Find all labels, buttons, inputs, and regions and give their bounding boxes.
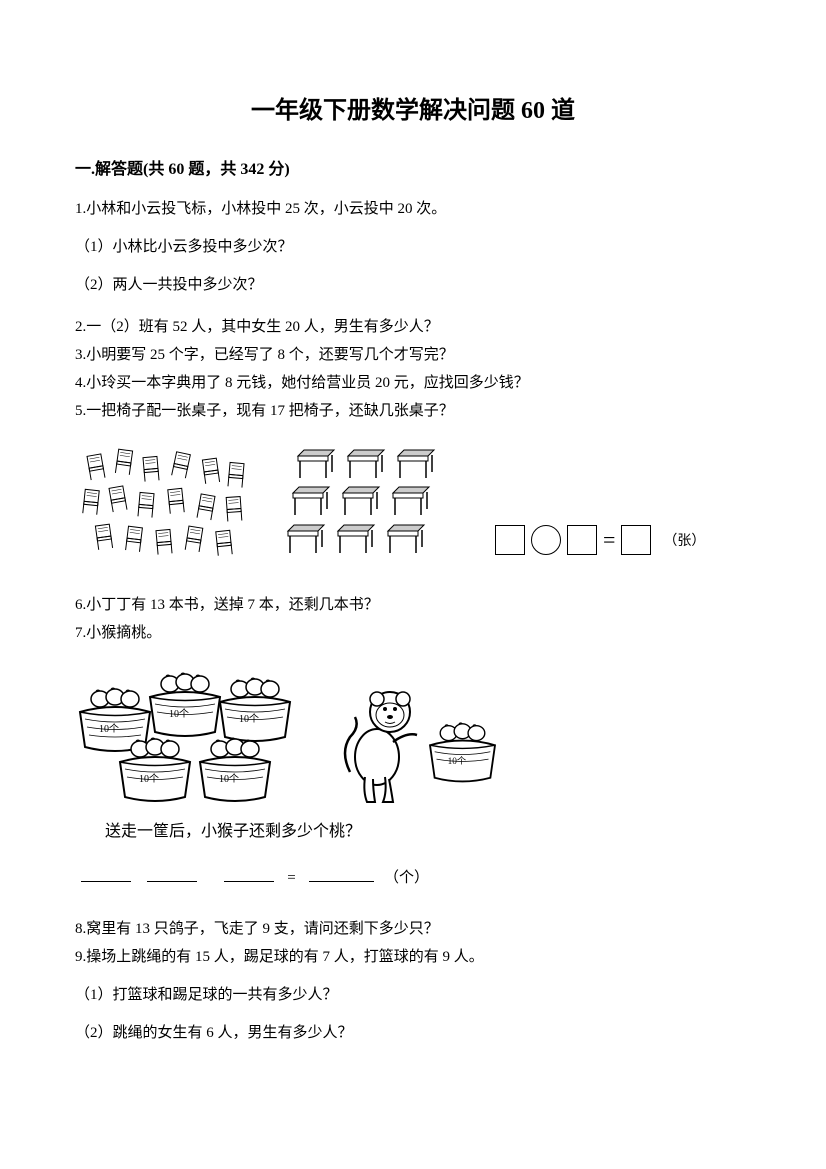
blank-box-icon xyxy=(567,525,597,555)
q5-equation: = （张） xyxy=(495,525,705,563)
q5-illustration: = （张） xyxy=(75,443,751,563)
blank-input xyxy=(147,866,197,882)
svg-text:10个: 10个 xyxy=(139,773,159,785)
question-4: 4.小玲买一本字典用了 8 元钱，她付给营业员 20 元，应找回多少钱？ xyxy=(75,371,751,395)
question-7: 7.小猴摘桃。 xyxy=(75,621,751,645)
question-8: 8.窝里有 13 只鸽子，飞走了 9 支，请问还剩下多少只？ xyxy=(75,917,751,941)
blank-input xyxy=(309,866,374,882)
blank-box-icon xyxy=(621,525,651,555)
question-6: 6.小丁丁有 13 本书，送掉 7 本，还剩几本书？ xyxy=(75,593,751,617)
page-title: 一年级下册数学解决问题 60 道 xyxy=(75,90,751,125)
q7-unit: （个） xyxy=(384,870,429,886)
svg-text:10个: 10个 xyxy=(169,708,189,720)
section-header: 一.解答题(共 60 题，共 342 分) xyxy=(75,155,751,179)
blank-input xyxy=(224,866,274,882)
question-1-sub2: （2）两人一共投中多少次？ xyxy=(75,273,751,297)
tables-icon xyxy=(285,443,465,563)
blank-input xyxy=(81,866,131,882)
blank-box-icon xyxy=(495,525,525,555)
svg-text:10个: 10个 xyxy=(99,723,119,735)
question-9-sub2: （2）跳绳的女生有 6 人，男生有多少人？ xyxy=(75,1021,751,1045)
chairs-icon xyxy=(75,443,255,563)
blank-circle-icon xyxy=(531,525,561,555)
question-1-block: 1.小林和小云投飞标，小林投中 25 次，小云投中 20 次。 （1）小林比小云… xyxy=(75,197,751,297)
question-5: 5.一把椅子配一张桌子，现有 17 把椅子，还缺几张桌子？ xyxy=(75,399,751,423)
question-9-sub1: （1）打篮球和踢足球的一共有多少人？ xyxy=(75,983,751,1007)
svg-text:10个: 10个 xyxy=(219,773,239,785)
svg-text:10个: 10个 xyxy=(448,756,467,767)
q7-illustration: 10个 10个 10个 xyxy=(75,657,575,807)
q5-unit: （张） xyxy=(663,530,705,550)
svg-text:10个: 10个 xyxy=(239,713,259,725)
q7-caption: 送走一筐后，小猴子还剩多少个桃？ xyxy=(105,817,751,841)
question-1: 1.小林和小云投飞标，小林投中 25 次，小云投中 20 次。 xyxy=(75,197,751,221)
q7-equation: = （个） xyxy=(75,866,751,887)
question-2: 2.一（2）班有 52 人，其中女生 20 人，男生有多少人？ xyxy=(75,315,751,339)
question-9: 9.操场上跳绳的有 15 人，踢足球的有 7 人，打篮球的有 9 人。 xyxy=(75,945,751,969)
question-1-sub1: （1）小林比小云多投中多少次？ xyxy=(75,235,751,259)
question-3: 3.小明要写 25 个字，已经写了 8 个，还要写几个才写完？ xyxy=(75,343,751,367)
